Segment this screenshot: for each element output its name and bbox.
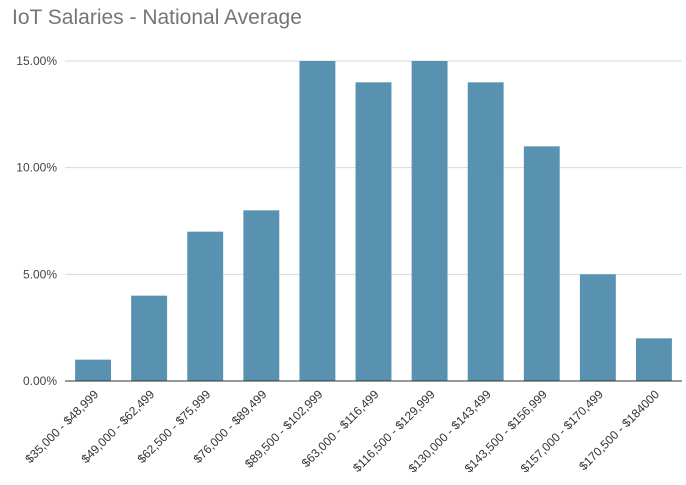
- y-tick-label: 5.00%: [23, 267, 57, 281]
- bar-6: [411, 61, 448, 381]
- y-tick-label: 0.00%: [23, 374, 57, 388]
- bar-2: [187, 231, 224, 381]
- bar-4: [299, 61, 336, 381]
- bar-8: [523, 146, 560, 381]
- bars: [75, 61, 672, 381]
- labels: 0.00%5.00%10.00%15.00%$35,000 - $48,999$…: [16, 54, 662, 475]
- bar-7: [467, 82, 504, 381]
- y-tick-label: 15.00%: [16, 54, 57, 68]
- bar-10: [636, 338, 672, 381]
- y-tick-label: 10.00%: [16, 161, 57, 175]
- bar-1: [131, 295, 168, 381]
- bar-5: [355, 82, 392, 381]
- bar-3: [243, 210, 280, 381]
- chart-title: IoT Salaries - National Average: [12, 6, 302, 29]
- bar-9: [579, 274, 616, 381]
- bar-0: [75, 359, 111, 381]
